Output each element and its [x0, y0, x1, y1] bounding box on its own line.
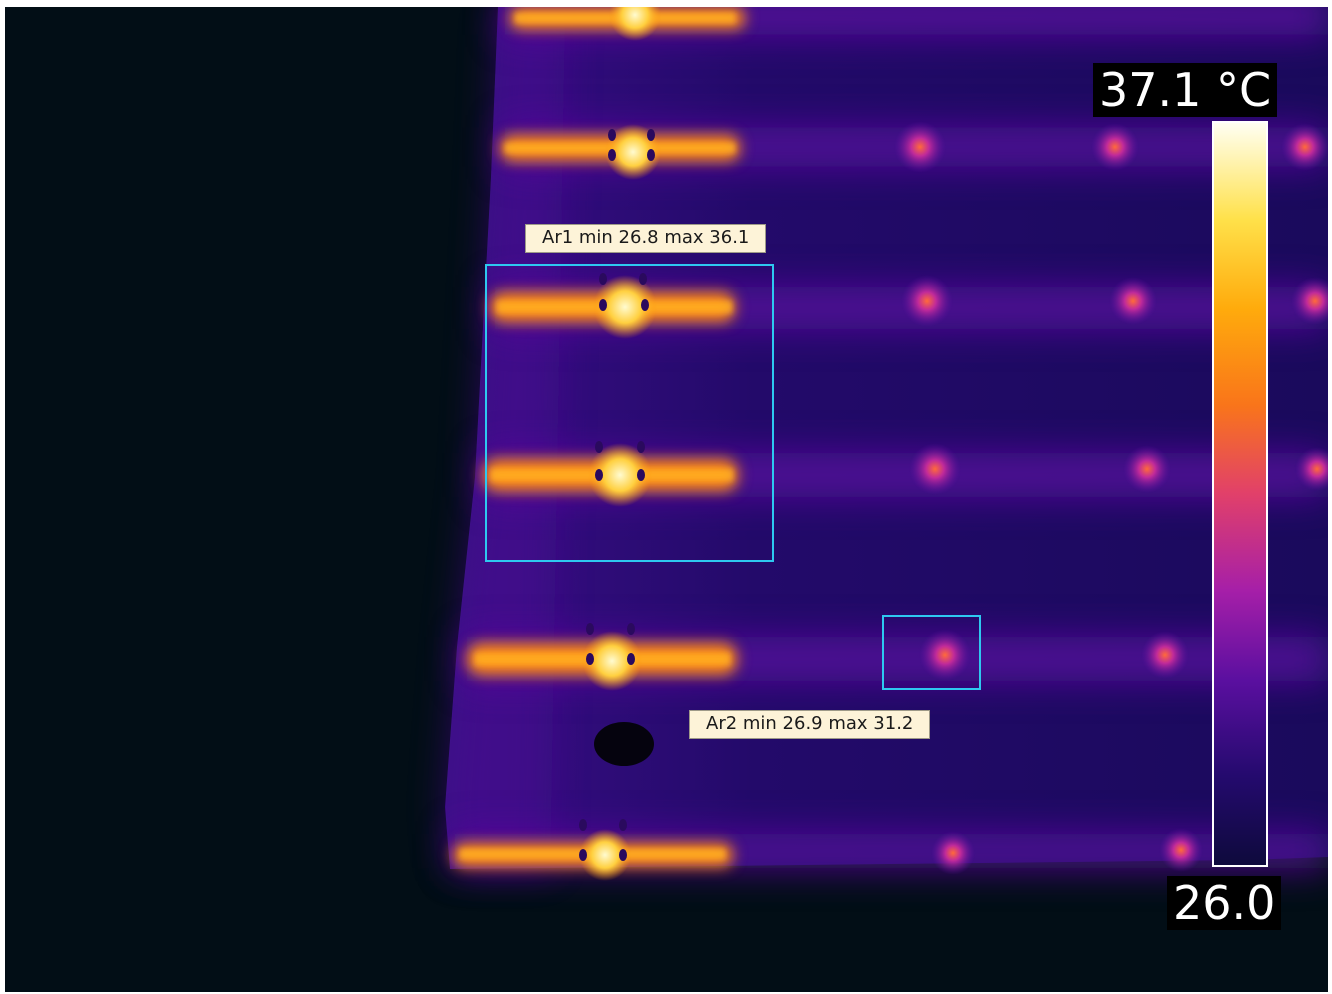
area-label-ar2: Ar2 min 26.9 max 31.2	[689, 710, 931, 739]
thermal-image: Ar1 min 26.8 max 36.1 Ar2 min 26.9 max 3…	[5, 7, 1328, 992]
measurement-area-ar2[interactable]	[882, 615, 981, 690]
area-label-ar1: Ar1 min 26.8 max 36.1	[525, 224, 767, 253]
scale-max-label: 37.1 °C	[1093, 63, 1278, 117]
color-scale-bar	[1212, 121, 1268, 867]
screw-holes	[579, 129, 655, 861]
cold-hole	[594, 722, 654, 766]
measurement-area-ar1[interactable]	[485, 264, 774, 562]
thermal-scene	[445, 7, 1328, 881]
hot-spots	[894, 121, 1328, 875]
hot-cores	[579, 7, 661, 881]
scale-min-label: 26.0	[1167, 876, 1282, 930]
